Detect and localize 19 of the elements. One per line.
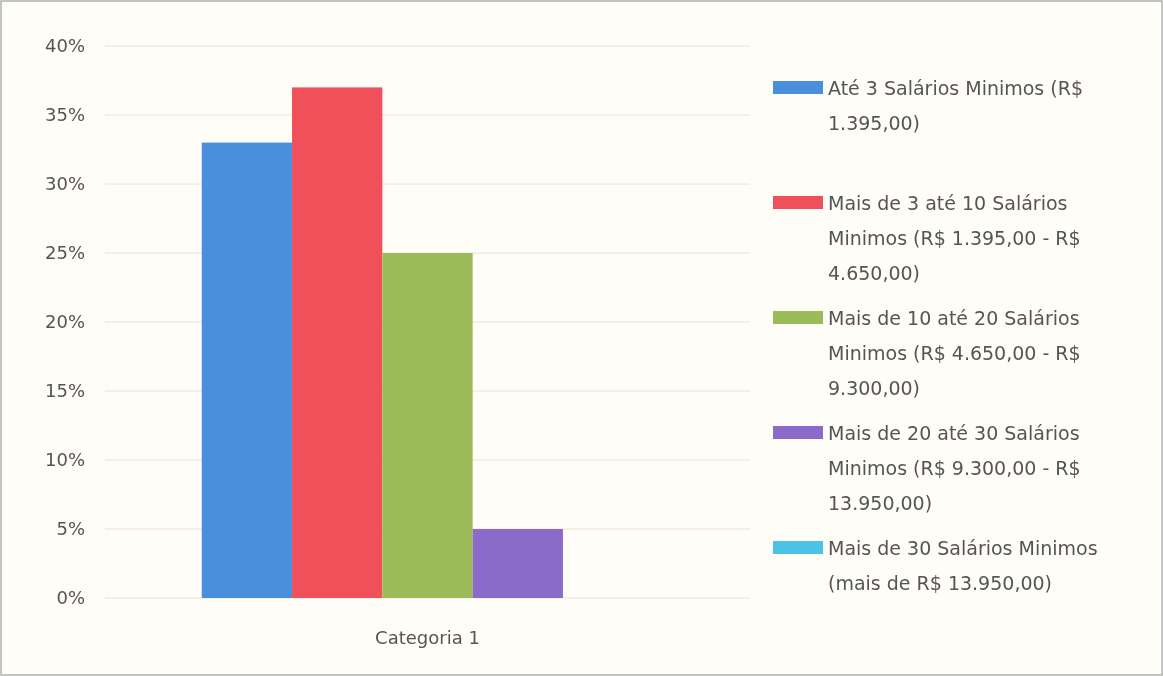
y-tick-label: 15% [44,380,85,402]
y-tick-label: 20% [44,311,85,333]
y-tick-label: 25% [44,242,85,264]
legend-label: Mais de 10 até 20 Salários Minimos (R$ 4.650,00 - R$ 9.300,00) [828,306,1081,399]
y-tick-label: 30% [44,173,85,195]
bar [292,87,383,598]
y-tick-label: 5% [56,518,85,540]
bar [472,529,563,598]
legend-label: Até 3 Salários Minimos (R$ 1.395,00) [828,76,1084,134]
y-tick-label: 35% [44,104,85,126]
legend-label: Mais de 20 até 30 Salários Minimos (R$ 9.300,00 - R$ 13.950,00) [828,421,1081,514]
bar [201,142,293,598]
legend-label: Mais de 30 Salários Minimos (mais de R$ 13.950,00) [828,536,1098,594]
y-tick-label: 40% [44,35,85,57]
x-tick-label: Categoria 1 [375,627,480,648]
bar [382,253,473,598]
y-tick-label: 10% [44,449,85,471]
y-tick-label: 0% [56,587,85,609]
legend-label: Mais de 3 até 10 Salários Minimos (R$ 1.395,00 - R$ 4.650,00) [828,191,1081,284]
